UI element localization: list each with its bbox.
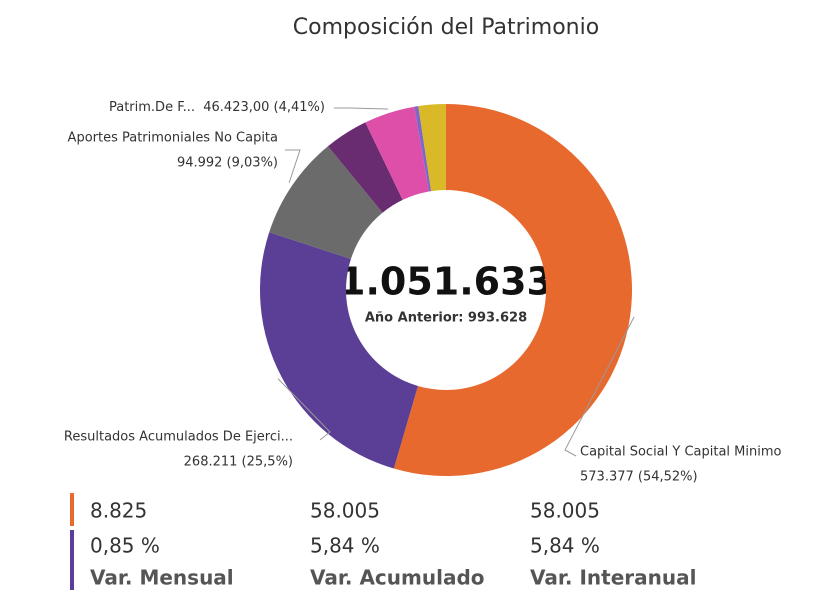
slice-value: 268.211 (25,5%) bbox=[184, 455, 293, 470]
donut-slice bbox=[327, 122, 403, 213]
slice-name: Patrim.De F... bbox=[109, 100, 195, 115]
slice-name: Capital Social Y Capital Minimo bbox=[580, 445, 782, 460]
kpi-label: Var. Acumulado bbox=[310, 566, 485, 590]
donut-slice bbox=[414, 106, 432, 192]
donut-slice bbox=[418, 104, 446, 192]
kpi-value: 5,84 % bbox=[530, 534, 600, 558]
kpi-label: Var. Mensual bbox=[90, 566, 234, 590]
center-subtitle: Año Anterior: 993.628 bbox=[365, 311, 527, 326]
kpi-value: 5,84 % bbox=[310, 534, 380, 558]
leader-line bbox=[334, 107, 389, 110]
donut-slice bbox=[260, 232, 418, 469]
kpi-bar-purple bbox=[70, 530, 74, 590]
leader-line bbox=[277, 378, 331, 441]
slice-label: Patrim.De F... 46.423,00 (4,41%) bbox=[109, 100, 325, 115]
kpi-value: 8.825 bbox=[90, 499, 147, 523]
kpi-label: Var. Interanual bbox=[530, 566, 696, 590]
kpi-value: 58.005 bbox=[310, 499, 380, 523]
leader-line bbox=[285, 149, 301, 183]
center-value: 1.051.633 bbox=[339, 260, 553, 304]
leader-line bbox=[564, 316, 635, 457]
donut-slice bbox=[393, 104, 632, 476]
kpi-value: 58.005 bbox=[530, 499, 600, 523]
slice-value: 94.992 (9,03%) bbox=[177, 156, 278, 171]
slice-name: Aportes Patrimoniales No Capita bbox=[68, 131, 278, 146]
kpi-value: 0,85 % bbox=[90, 534, 160, 558]
chart-title: Composición del Patrimonio bbox=[293, 15, 599, 40]
slice-value: 46.423,00 (4,41%) bbox=[203, 100, 325, 115]
slice-name: Resultados Acumulados De Ejerci... bbox=[64, 430, 293, 445]
kpi-bar-orange bbox=[70, 493, 74, 526]
slice-value: 573.377 (54,52%) bbox=[580, 470, 698, 485]
donut-slice bbox=[365, 106, 429, 200]
donut-slice bbox=[269, 146, 383, 259]
